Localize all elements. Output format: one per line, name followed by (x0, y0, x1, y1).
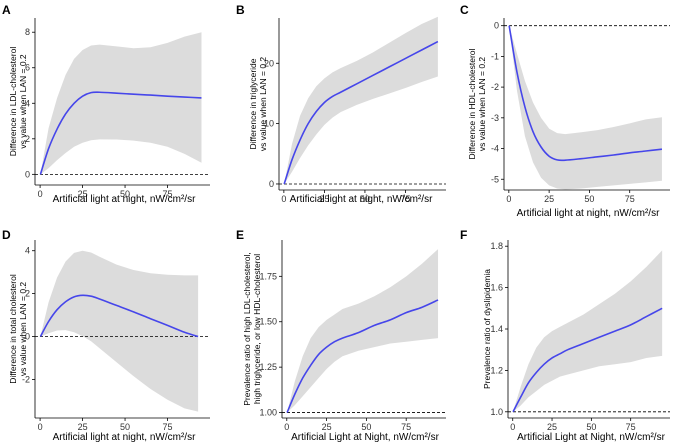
y-tick-label: 0 (494, 21, 499, 31)
y-axis-title: Difference in HDL-cholesterolvs value wh… (467, 48, 487, 159)
confidence-band (513, 250, 663, 412)
estimate-line (508, 25, 663, 162)
panel-e: 0 25 50 75 1.00 1.25 1.50 1.75 E Artificial Light… (236, 228, 446, 443)
y-tick-label: 2 (25, 289, 30, 299)
y-tick-label: -5 (491, 174, 499, 184)
x-tick-label: 0 (284, 422, 289, 432)
x-tick-label: 0 (506, 194, 511, 204)
y-tick-label: 0 (269, 179, 274, 189)
x-tick-label: 25 (319, 194, 329, 204)
x-axis-title: Artificial Light at Night, nW/cm²/sr (291, 432, 439, 443)
y-axis-title: Prevalence ratio of dyslipidemia (482, 269, 492, 389)
y-tick-label: -1 (491, 51, 499, 61)
estimate-line (39, 91, 202, 175)
y-axis-title: Difference in LDL-cholesterolvs value wh… (8, 47, 28, 157)
x-axis-title: Artificial light at night, nW/cm²/sr (290, 194, 433, 205)
panel-label: C (460, 3, 469, 17)
y-axis-title: Difference in triglyceridevs value when … (248, 57, 268, 152)
x-tick-label: 75 (400, 194, 410, 204)
x-tick-label: 50 (361, 422, 371, 432)
x-tick-label: 50 (586, 422, 596, 432)
estimate-line (512, 307, 663, 413)
panel-a: 0 25 50 75 0 2 4 6 8 A Artificial light at night, … (2, 3, 210, 205)
y-tick-label: 20 (264, 58, 274, 68)
y-axis-title-line: vs value when LAN = 0.2 (18, 54, 28, 149)
confidence-band (40, 32, 202, 175)
x-tick-label: 50 (584, 194, 594, 204)
y-tick-label: 2 (25, 134, 30, 144)
x-axis-title: Artificial light at night, nW/cm²/sr (53, 432, 196, 443)
estimate-line (39, 294, 199, 338)
confidence-band (284, 16, 438, 184)
x-tick-label: 0 (510, 422, 515, 432)
panel-label: F (460, 228, 467, 242)
x-axis-title: Artificial Light at Night, nW/cm²/sr (517, 432, 665, 443)
x-tick-label: 50 (360, 194, 370, 204)
x-tick-label: 25 (78, 422, 88, 432)
y-tick-label: 1.00 (259, 408, 277, 418)
y-axis-title: Difference in total cholesterolvs value … (8, 274, 28, 384)
y-axis-title-line: Difference in HDL-cholesterol (467, 48, 477, 159)
y-tick-label: 1.0 (490, 407, 503, 417)
y-tick-label: 1.6 (490, 283, 503, 293)
y-tick-label: 0 (25, 332, 30, 342)
confidence-band (40, 250, 199, 412)
y-tick-label: 6 (25, 63, 30, 73)
estimate-line (283, 40, 439, 185)
panel-label: A (2, 3, 11, 17)
x-tick-label: 75 (401, 422, 411, 432)
x-tick-label: 75 (625, 194, 635, 204)
panel-d: 0 25 50 75 4 2 0 -2 D Artificial light at night, … (2, 228, 210, 443)
x-tick-label: 75 (163, 189, 173, 199)
y-tick-label: 0 (25, 169, 30, 179)
x-axis-title: Artificial light at night, nW/cm²/sr (53, 194, 196, 205)
y-tick-label: 4 (25, 98, 30, 108)
panel-label: E (236, 228, 244, 242)
y-tick-label: 1.25 (259, 362, 277, 372)
y-axis-title-line: Difference in LDL-cholesterol (8, 47, 18, 157)
confidence-band (509, 25, 662, 190)
x-tick-label: 50 (120, 422, 130, 432)
y-tick-label: 4 (25, 246, 30, 256)
y-axis-title-line: vs value when LAN = 0.2 (258, 57, 268, 152)
y-axis-title-line: Prevalence ratio of high LDL-cholesterol… (242, 252, 252, 406)
x-tick-label: 75 (163, 422, 173, 432)
y-axis-title-line: vs value when LAN = 0.2 (18, 282, 28, 377)
x-tick-label: 50 (120, 189, 130, 199)
y-tick-label: 1.4 (490, 324, 503, 334)
y-tick-label: -4 (491, 144, 499, 154)
x-tick-label: 25 (547, 422, 557, 432)
panel-label: B (236, 3, 245, 17)
y-axis-title-line: Difference in total cholesterol (8, 274, 18, 384)
y-axis-title-line: Difference in triglyceride (248, 58, 258, 149)
y-tick-label: -3 (491, 113, 499, 123)
y-axis-title-line: Prevalence ratio of dyslipidemia (482, 269, 492, 389)
y-tick-label: 1.75 (259, 271, 277, 281)
x-tick-label: 0 (38, 189, 43, 199)
y-tick-label: 1.50 (259, 317, 277, 327)
panel-f: 0 25 50 75 1.0 1.2 1.4 1.6 1.8 F Artificial Light … (460, 228, 670, 443)
y-tick-label: 10 (264, 119, 274, 129)
y-axis-title-line: vs value when LAN = 0.2 (477, 57, 487, 152)
x-axis-title: Artificial light at night, nW/cm²/sr (517, 208, 660, 219)
x-tick-label: 0 (281, 194, 286, 204)
x-tick-label: 25 (544, 194, 554, 204)
y-tick-label: 1.2 (490, 365, 503, 375)
x-tick-label: 25 (322, 422, 332, 432)
y-tick-label: 8 (25, 27, 30, 37)
panel-c: 0 25 50 75 0 -1 -2 -3 -4 -5 C Artificial light at n… (460, 3, 670, 219)
x-tick-label: 0 (38, 422, 43, 432)
y-tick-label: 1.8 (490, 241, 503, 251)
estimate-line (286, 299, 439, 413)
x-tick-label: 75 (626, 422, 636, 432)
y-axis-title: Prevalence ratio of high LDL-cholesterol… (242, 252, 262, 406)
panel-b: 0 25 50 75 0 10 20 B Artificial light at night, … (236, 3, 446, 205)
x-tick-label: 25 (78, 189, 88, 199)
y-tick-label: -2 (491, 82, 499, 92)
y-tick-label: -2 (22, 374, 30, 384)
panel-label: D (2, 228, 11, 242)
y-axis-title-line: high triglyceride, or low HDL-cholestero… (252, 254, 262, 404)
